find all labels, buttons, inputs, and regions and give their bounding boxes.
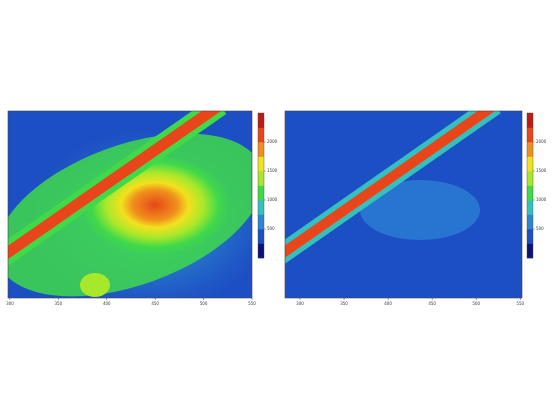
colorbar-swatch	[258, 200, 264, 215]
colorbar-tick-label: 1500	[267, 168, 278, 173]
colorbar-swatch	[527, 229, 533, 244]
colorbar-swatch	[527, 243, 533, 259]
colorbar-tick-label: 500	[267, 226, 275, 231]
colorbar-swatch	[527, 127, 533, 143]
x-tick-label: 500	[200, 301, 208, 306]
plot-frame	[7, 110, 253, 299]
colorbar-swatch	[527, 200, 533, 215]
colorbar-frame	[526, 112, 534, 259]
colorbar-swatch	[527, 214, 533, 230]
colorbar-tick-label: 1000	[267, 197, 278, 202]
plot-frame	[284, 110, 523, 299]
contour-field	[8, 111, 252, 298]
x-tick-label: 350	[55, 301, 63, 306]
x-tick-label: 550	[248, 301, 256, 306]
x-tick-label: 450	[151, 301, 159, 306]
x-tick-label: 300	[6, 301, 14, 306]
x-tick-label: 450	[428, 301, 436, 306]
x-tick-label: 300	[296, 301, 304, 306]
colorbar-swatch	[258, 113, 264, 128]
colorbar-swatch	[258, 171, 264, 186]
x-tick-label: 400	[384, 301, 392, 306]
colorbar-frame	[257, 112, 265, 259]
colorbar-swatch	[527, 113, 533, 128]
contour-field	[285, 111, 522, 298]
colorbar-tick-label: 1000	[536, 197, 547, 202]
colorbar-swatch	[527, 156, 533, 172]
colorbar-tick-label: 1500	[536, 168, 547, 173]
colorbar-swatch	[258, 185, 264, 201]
colorbar-swatch	[527, 171, 533, 186]
x-tick-label: 500	[472, 301, 480, 306]
colorbar-swatch	[258, 142, 264, 157]
colorbar-tick-label: 500	[536, 226, 544, 231]
colorbar-swatch	[527, 185, 533, 201]
colorbar-swatch	[258, 127, 264, 143]
x-tick-label: 350	[340, 301, 348, 306]
colorbar-swatch	[258, 243, 264, 259]
colorbar-swatch	[258, 214, 264, 230]
colorbar-swatch	[527, 142, 533, 157]
x-tick-label: 550	[516, 301, 524, 306]
colorbar-swatch	[258, 156, 264, 172]
colorbar-tick-label: 2000	[267, 139, 278, 144]
colorbar-swatch	[258, 229, 264, 244]
x-tick-label: 400	[103, 301, 111, 306]
colorbar-tick-label: 2000	[536, 139, 547, 144]
